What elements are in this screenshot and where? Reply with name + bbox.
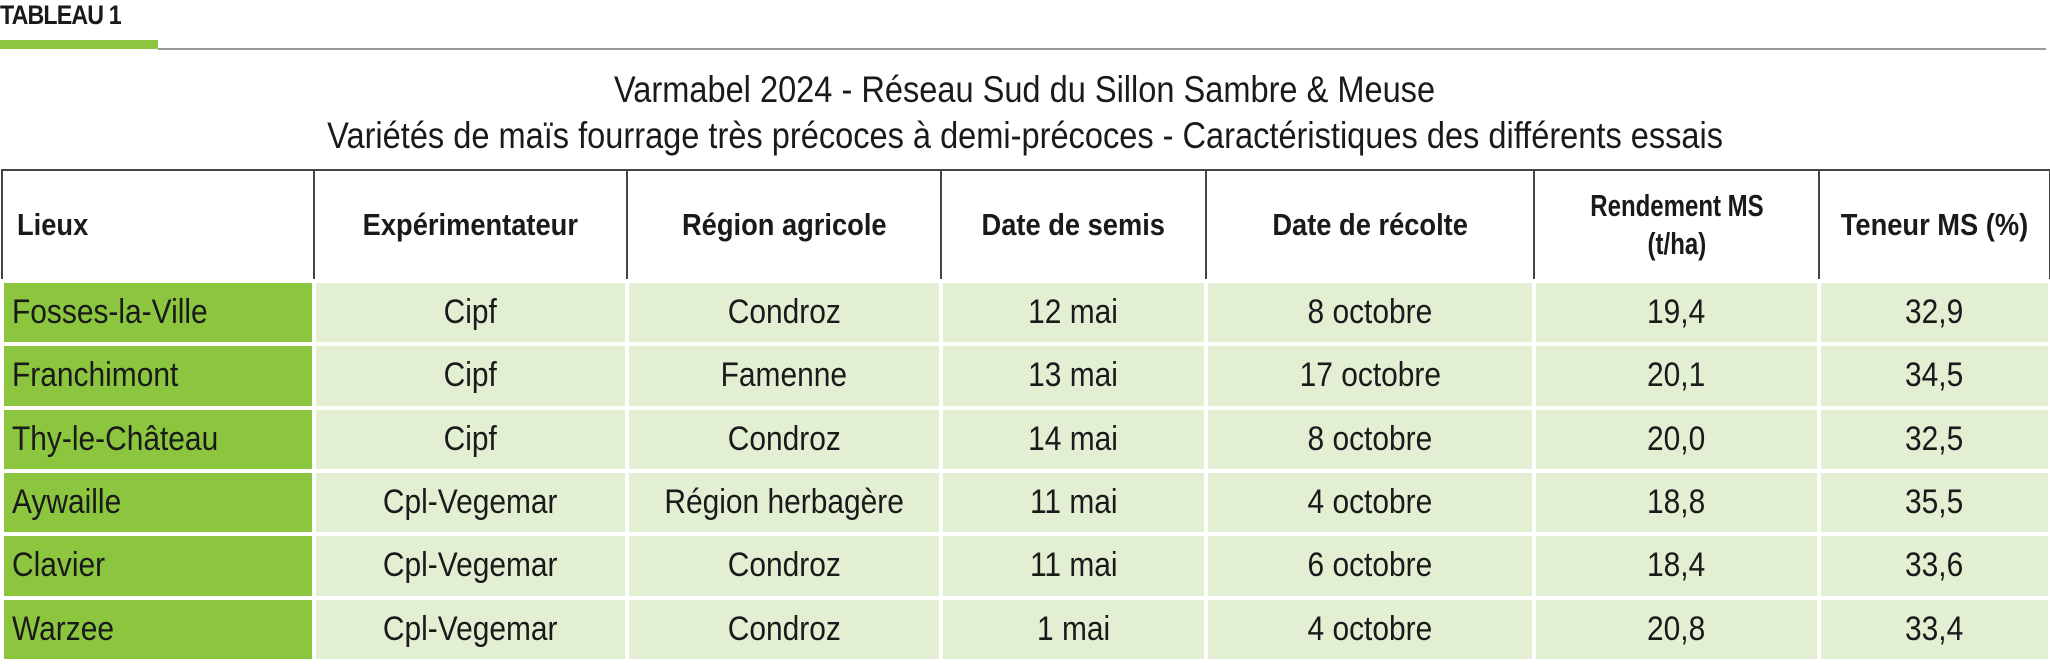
header-lieux: Lieux xyxy=(1,169,315,282)
cell-rendement: 19,4 xyxy=(1532,278,1821,347)
cell-experimentateur: Cpl-Vegemar xyxy=(312,532,629,600)
cell-rendement: 20,1 xyxy=(1532,342,1821,410)
header-recolte: Date de récolte xyxy=(1205,169,1535,282)
cell-recolte: 8 octobre xyxy=(1204,278,1536,347)
table-title: Varmabel 2024 - Réseau Sud du Sillon Sam… xyxy=(0,69,2050,111)
cell-experimentateur: Cipf xyxy=(312,278,629,347)
cell-recolte: 17 octobre xyxy=(1204,342,1536,410)
table-title-text: Varmabel 2024 - Réseau Sud du Sillon Sam… xyxy=(614,69,1436,110)
cell-region: Condroz xyxy=(625,405,943,473)
table-row: Thy-le-Château Cipf Condroz 14 mai 8 octobre… xyxy=(0,405,2050,473)
tag-accent-bar xyxy=(0,40,158,49)
table-header-row: Lieux Expérimentateur Région agricole Da… xyxy=(1,169,2050,282)
cell-lieu: Fosses-la-Ville xyxy=(0,278,316,347)
cell-semis: 13 mai xyxy=(939,342,1208,410)
cell-semis: 12 mai xyxy=(939,278,1208,347)
cell-experimentateur: Cipf xyxy=(312,342,629,410)
cell-teneur: 33,4 xyxy=(1817,595,2050,664)
cell-experimentateur: Cipf xyxy=(312,405,629,473)
cell-region: Région herbagère xyxy=(625,468,943,537)
cell-semis: 11 mai xyxy=(939,468,1208,537)
cell-rendement: 18,8 xyxy=(1532,468,1821,537)
header-region: Région agricole xyxy=(626,169,942,282)
cell-region: Condroz xyxy=(625,278,943,347)
header-teneur: Teneur MS (%) xyxy=(1818,169,2050,282)
cell-experimentateur: Cpl-Vegemar xyxy=(312,595,629,664)
cell-region: Condroz xyxy=(625,595,943,664)
cell-semis: 14 mai xyxy=(939,405,1208,473)
tag-divider xyxy=(158,48,2046,50)
cell-lieu: Franchimont xyxy=(0,342,316,410)
cell-teneur: 34,5 xyxy=(1817,342,2050,410)
cell-semis: 11 mai xyxy=(939,532,1208,600)
table-row: Franchimont Cipf Famenne 13 mai 17 octobre 20… xyxy=(0,342,2050,410)
table-row: Fosses-la-Ville Cipf Condroz 12 mai 8 octobr… xyxy=(0,278,2050,347)
cell-lieu: Warzee xyxy=(0,595,316,664)
cell-lieu: Clavier xyxy=(0,532,316,600)
cell-teneur: 32,5 xyxy=(1817,405,2050,473)
table-row: Warzee Cpl-Vegemar Condroz 1 mai 4 octobre 20… xyxy=(0,595,2050,664)
cell-recolte: 4 octobre xyxy=(1204,468,1536,537)
cell-rendement: 20,0 xyxy=(1532,405,1821,473)
table-subtitle-text: Variétés de maïs fourrage très précoces … xyxy=(327,115,1723,156)
table-tag: TABLEAU 1 xyxy=(0,0,122,30)
table-row: Clavier Cpl-Vegemar Condroz 11 mai 6 octobre… xyxy=(0,532,2050,600)
table-subtitle: Variétés de maïs fourrage très précoces … xyxy=(0,115,2050,157)
cell-teneur: 32,9 xyxy=(1817,278,2050,347)
table-row: Aywaille Cpl-Vegemar Région herbagère 11 ma… xyxy=(0,468,2050,537)
header-experimentateur: Expérimentateur xyxy=(313,169,628,282)
trials-table: Lieux Expérimentateur Région agricole Da… xyxy=(0,169,2050,664)
cell-experimentateur: Cpl-Vegemar xyxy=(312,468,629,537)
cell-lieu: Thy-le-Château xyxy=(0,405,316,473)
cell-recolte: 4 octobre xyxy=(1204,595,1536,664)
header-semis: Date de semis xyxy=(940,169,1207,282)
cell-recolte: 8 octobre xyxy=(1204,405,1536,473)
cell-region: Famenne xyxy=(625,342,943,410)
cell-region: Condroz xyxy=(625,532,943,600)
cell-recolte: 6 octobre xyxy=(1204,532,1536,600)
cell-semis: 1 mai xyxy=(939,595,1208,664)
cell-lieu: Aywaille xyxy=(0,468,316,537)
cell-teneur: 35,5 xyxy=(1817,468,2050,537)
cell-rendement: 20,8 xyxy=(1532,595,1821,664)
header-rendement: Rendement MS (t/ha) xyxy=(1533,169,1820,282)
cell-teneur: 33,6 xyxy=(1817,532,2050,600)
cell-rendement: 18,4 xyxy=(1532,532,1821,600)
